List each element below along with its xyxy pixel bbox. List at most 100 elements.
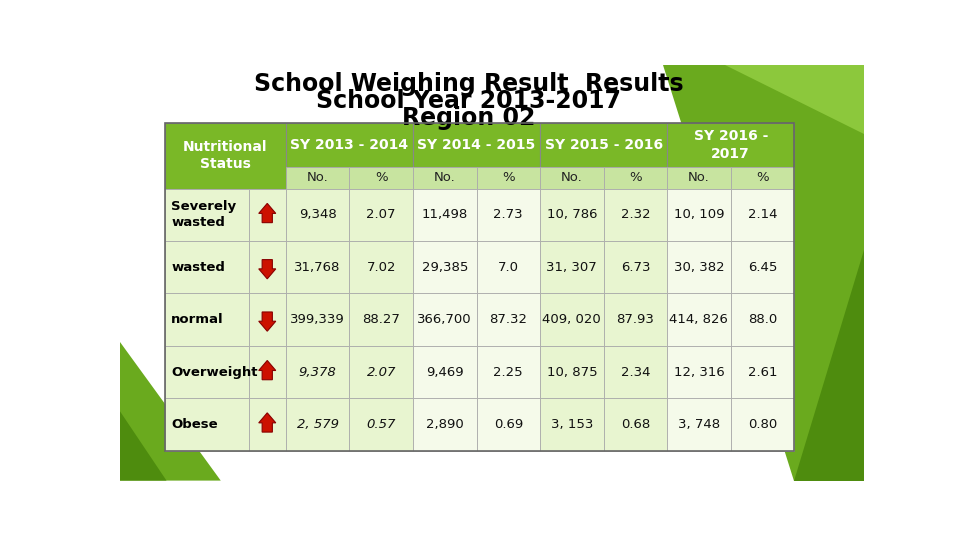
Text: 31, 307: 31, 307: [546, 261, 597, 274]
Text: 366,700: 366,700: [418, 313, 472, 326]
Bar: [286, 294, 349, 346]
Text: 2.34: 2.34: [620, 366, 650, 379]
Bar: [731, 398, 794, 450]
Text: Severely
wasted: Severely wasted: [171, 200, 236, 230]
Bar: [413, 346, 476, 398]
Bar: [413, 123, 540, 167]
Text: 10, 109: 10, 109: [674, 208, 724, 221]
Bar: [667, 167, 731, 189]
Polygon shape: [259, 260, 276, 279]
Bar: [349, 241, 413, 294]
Text: 7.0: 7.0: [498, 261, 518, 274]
Text: 88.0: 88.0: [748, 313, 777, 326]
Bar: [540, 294, 604, 346]
Bar: [349, 294, 413, 346]
Bar: [540, 241, 604, 294]
Polygon shape: [259, 413, 276, 432]
Bar: [540, 346, 604, 398]
Polygon shape: [662, 65, 864, 481]
Bar: [476, 241, 540, 294]
Text: 0.69: 0.69: [493, 418, 523, 431]
Text: 29,385: 29,385: [421, 261, 468, 274]
Bar: [604, 167, 667, 189]
Bar: [165, 123, 286, 189]
Bar: [540, 189, 604, 241]
Text: 3, 153: 3, 153: [551, 418, 593, 431]
Bar: [731, 346, 794, 398]
Text: 414, 826: 414, 826: [669, 313, 729, 326]
Bar: [604, 346, 667, 398]
Bar: [165, 241, 249, 294]
Bar: [731, 189, 794, 241]
Text: SY 2013 - 2014: SY 2013 - 2014: [290, 138, 408, 152]
Bar: [349, 189, 413, 241]
Text: Nutritional
Status: Nutritional Status: [183, 140, 268, 171]
Text: 10, 875: 10, 875: [546, 366, 597, 379]
Text: SY 2015 - 2016: SY 2015 - 2016: [544, 138, 662, 152]
Bar: [413, 294, 476, 346]
Text: 2.14: 2.14: [748, 208, 778, 221]
Text: 2.25: 2.25: [493, 366, 523, 379]
Bar: [286, 398, 349, 450]
Text: 0.68: 0.68: [621, 418, 650, 431]
Bar: [286, 167, 349, 189]
Text: %: %: [502, 172, 515, 185]
Bar: [349, 167, 413, 189]
Text: 6.45: 6.45: [748, 261, 778, 274]
Bar: [667, 241, 731, 294]
Text: 9,469: 9,469: [426, 366, 464, 379]
Bar: [731, 241, 794, 294]
Polygon shape: [120, 342, 221, 481]
Bar: [476, 398, 540, 450]
Bar: [165, 346, 249, 398]
Text: SY 2014 - 2015: SY 2014 - 2015: [418, 138, 536, 152]
Text: 12, 316: 12, 316: [674, 366, 724, 379]
Text: Overweight: Overweight: [171, 366, 257, 379]
Text: 10, 786: 10, 786: [546, 208, 597, 221]
Bar: [476, 294, 540, 346]
Bar: [165, 123, 794, 450]
Text: normal: normal: [171, 313, 224, 326]
Polygon shape: [259, 204, 276, 222]
Bar: [540, 398, 604, 450]
Bar: [349, 398, 413, 450]
Bar: [413, 398, 476, 450]
Bar: [413, 167, 476, 189]
Text: No.: No.: [561, 172, 583, 185]
Text: No.: No.: [688, 172, 709, 185]
Text: 2.32: 2.32: [620, 208, 650, 221]
Bar: [249, 346, 286, 398]
Text: %: %: [629, 172, 641, 185]
Text: School Weighing Result  Results: School Weighing Result Results: [254, 72, 684, 97]
Bar: [249, 398, 286, 450]
Text: 87.93: 87.93: [616, 313, 655, 326]
Polygon shape: [725, 65, 864, 134]
Bar: [667, 346, 731, 398]
Text: %: %: [374, 172, 388, 185]
Bar: [165, 189, 249, 241]
Bar: [667, 294, 731, 346]
Bar: [667, 398, 731, 450]
Text: SY 2016 -
2017: SY 2016 - 2017: [693, 129, 768, 160]
Bar: [667, 123, 794, 167]
Bar: [731, 167, 794, 189]
Text: 9,378: 9,378: [299, 366, 337, 379]
Text: 2, 579: 2, 579: [297, 418, 339, 431]
Text: No.: No.: [307, 172, 328, 185]
Text: 2.07: 2.07: [367, 366, 396, 379]
Polygon shape: [794, 249, 864, 481]
Bar: [165, 294, 249, 346]
Bar: [413, 241, 476, 294]
Text: 11,498: 11,498: [421, 208, 468, 221]
Bar: [540, 167, 604, 189]
Text: 2,890: 2,890: [426, 418, 464, 431]
Bar: [413, 189, 476, 241]
Text: 0.57: 0.57: [367, 418, 396, 431]
Text: 6.73: 6.73: [620, 261, 650, 274]
Bar: [476, 189, 540, 241]
Text: 87.32: 87.32: [490, 313, 527, 326]
Bar: [249, 189, 286, 241]
Bar: [286, 241, 349, 294]
Bar: [604, 294, 667, 346]
Text: wasted: wasted: [171, 261, 225, 274]
